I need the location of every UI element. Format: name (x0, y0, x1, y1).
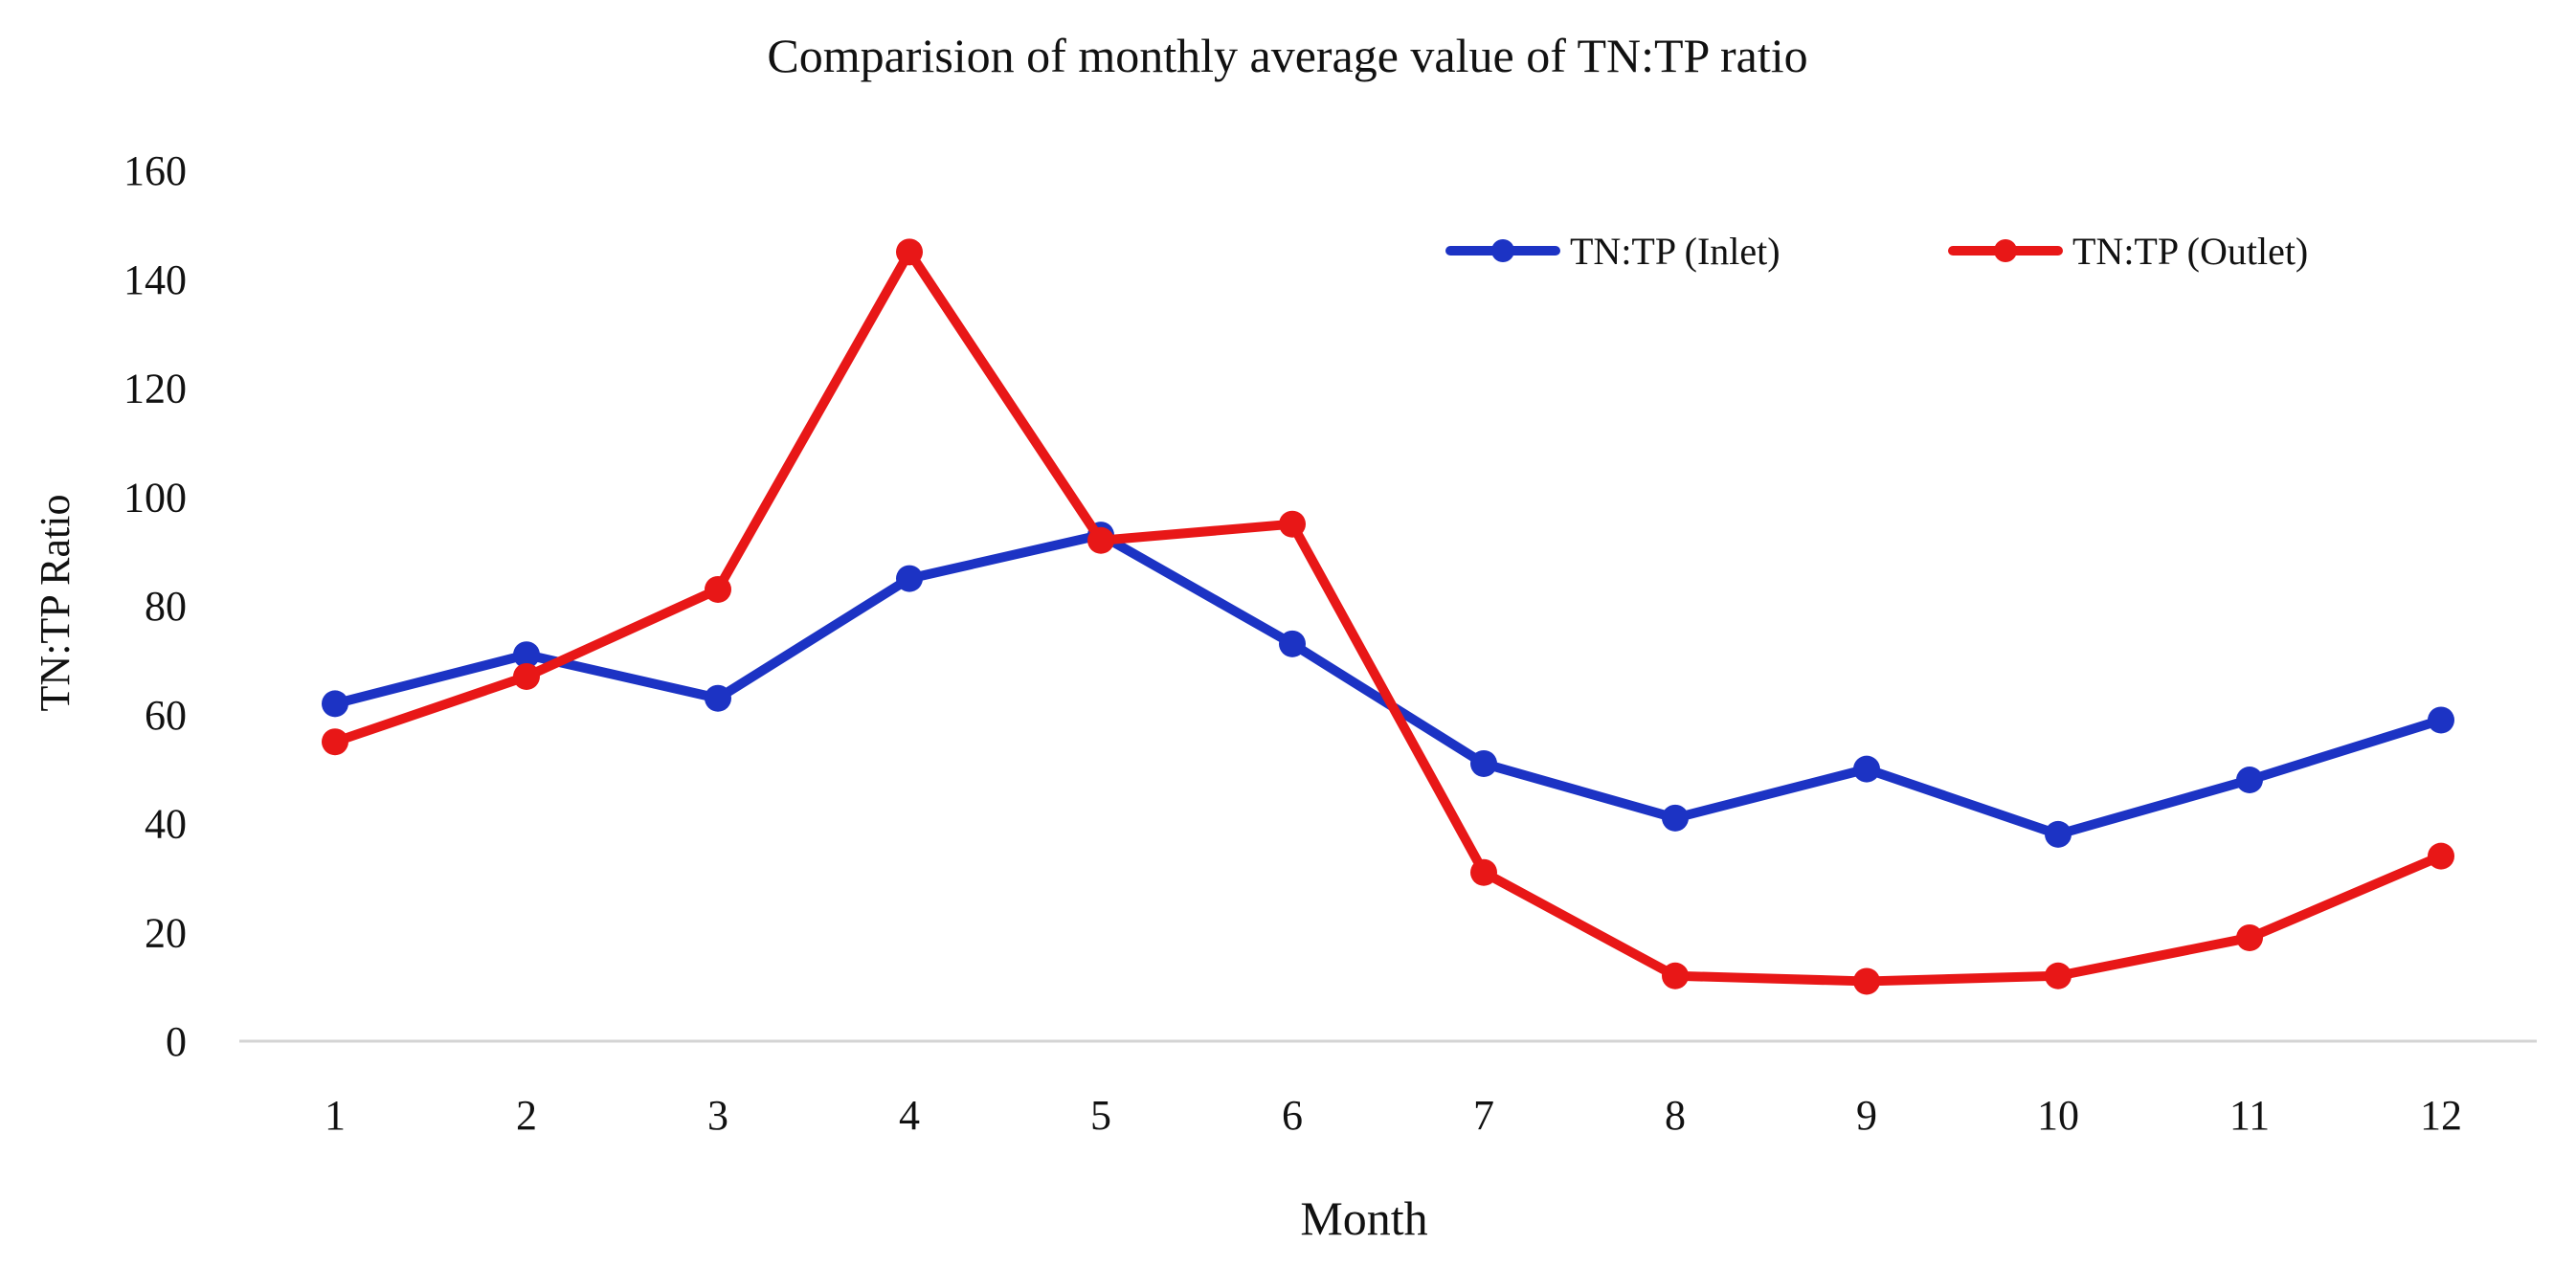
data-point (322, 690, 348, 718)
data-point (2428, 706, 2454, 734)
data-point (1853, 755, 1880, 783)
data-point (1662, 804, 1689, 832)
x-tick-label: 6 (1282, 1092, 1303, 1139)
data-point (2236, 767, 2263, 793)
data-point (2045, 820, 2072, 848)
chart-legend: TN:TP (Inlet) TN:TP (Outlet) (1445, 230, 2308, 273)
legend-label: TN:TP (Inlet) (1570, 230, 1781, 273)
x-tick-label: 12 (2420, 1092, 2462, 1139)
y-tick-label: 120 (123, 366, 187, 412)
data-point (2428, 842, 2454, 870)
data-point (705, 684, 731, 712)
data-point (1087, 526, 1114, 554)
data-point (1279, 630, 1306, 657)
data-point (1662, 962, 1689, 989)
x-tick-label: 8 (1665, 1092, 1686, 1139)
x-tick-label: 5 (1090, 1092, 1111, 1139)
data-point (2236, 923, 2263, 951)
data-point (513, 641, 540, 669)
x-tick-label: 3 (707, 1092, 728, 1139)
series-outlet (322, 238, 2454, 995)
x-axis-ticks: 1 2 3 4 5 6 7 8 9 10 11 12 (325, 1092, 2462, 1139)
data-point (322, 728, 348, 756)
y-tick-label: 100 (123, 474, 187, 521)
data-point (896, 238, 923, 266)
series-line (330, 530, 2446, 839)
x-tick-label: 4 (899, 1092, 920, 1139)
x-tick-label: 7 (1473, 1092, 1494, 1139)
data-point (705, 575, 731, 603)
data-point (513, 662, 540, 690)
legend-item: TN:TP (Inlet) (1445, 230, 1781, 273)
y-tick-label: 140 (123, 256, 187, 303)
x-tick-label: 9 (1856, 1092, 1877, 1139)
series-layer (322, 238, 2454, 995)
x-tick-label: 11 (2229, 1092, 2270, 1139)
x-tick-label: 1 (325, 1092, 346, 1139)
x-axis-label: Month (1300, 1191, 1427, 1245)
series-line (330, 247, 2446, 987)
data-point (1279, 510, 1306, 538)
y-axis-ticks: 0 20 40 60 80 100 120 140 160 (123, 147, 187, 1065)
x-tick-label: 2 (516, 1092, 537, 1139)
y-tick-label: 60 (145, 692, 187, 739)
x-tick-label: 10 (2037, 1092, 2079, 1139)
chart-title: Comparision of monthly average value of … (767, 29, 1807, 82)
data-point (896, 565, 923, 592)
y-tick-label: 80 (145, 583, 187, 630)
data-point (1470, 749, 1497, 777)
legend-item: TN:TP (Outlet) (1948, 230, 2308, 273)
y-tick-label: 20 (145, 909, 187, 956)
legend-marker (1491, 239, 1514, 262)
legend-label: TN:TP (Outlet) (2072, 230, 2308, 273)
data-point (2045, 962, 2072, 989)
series-inlet (322, 522, 2454, 848)
y-axis-label: TN:TP Ratio (32, 495, 78, 712)
data-point (1853, 967, 1880, 995)
data-point (1470, 858, 1497, 886)
y-tick-label: 160 (123, 147, 187, 194)
y-tick-label: 40 (145, 801, 187, 848)
legend-marker (1994, 239, 2017, 262)
y-tick-label: 0 (166, 1018, 187, 1065)
